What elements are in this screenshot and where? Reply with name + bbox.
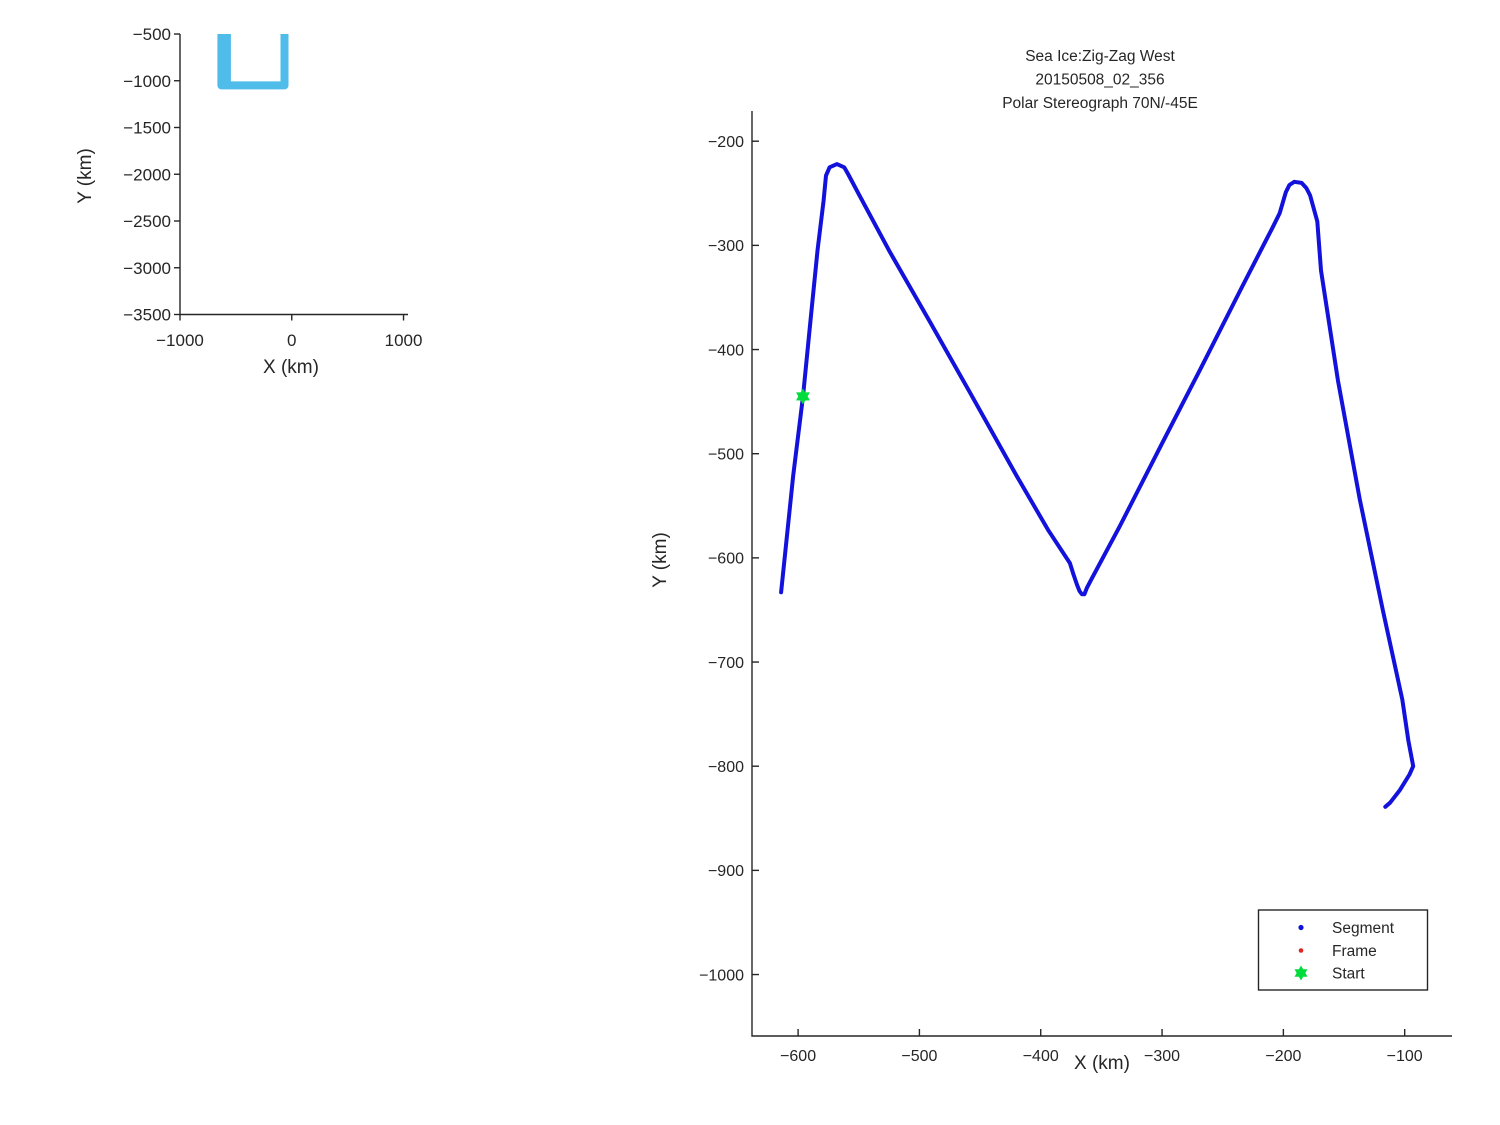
main-axes: −200 −300 −400 −500 −600 −700 −800 −900 −1000 −60… xyxy=(699,111,1452,1065)
y-tick-label: −3000 xyxy=(123,259,171,278)
y-tick-label: −2000 xyxy=(123,165,171,184)
legend-box xyxy=(1257,909,1429,991)
legend: Segment Frame Start xyxy=(1257,909,1429,991)
overview-flight-track xyxy=(217,34,289,90)
main-title-line-1: Sea Ice:Zig-Zag West xyxy=(1025,48,1175,65)
y-tick-label: −1000 xyxy=(699,967,744,984)
main-title-line-2: 20150508_02_356 xyxy=(1035,72,1164,89)
x-tick-label: −400 xyxy=(1023,1048,1059,1065)
y-tick-label: −600 xyxy=(708,551,744,568)
overview-x-axis-label: X (km) xyxy=(263,357,319,378)
series-layer xyxy=(217,34,1416,809)
legend-marker-segment-icon xyxy=(1298,924,1304,931)
legend-marker-start-icon xyxy=(1294,965,1308,981)
overview-spines xyxy=(179,34,408,316)
legend-label-start: Start xyxy=(1332,966,1365,983)
start-marker-icon xyxy=(796,388,810,405)
y-tick-label: −1500 xyxy=(123,119,171,138)
legend-marker-frame-icon xyxy=(1298,948,1304,953)
y-tick-label: −800 xyxy=(708,759,744,776)
overlay-layer: Sea Ice:Zig-Zag West 20150508_02_356 Pol… xyxy=(75,48,1429,1074)
y-tick-label: −200 xyxy=(708,134,744,151)
x-tick-label: −200 xyxy=(1265,1048,1301,1065)
axes-layer: −500 −1000 −1500 −2000 −2500 −3000 −3500 −1000 0… xyxy=(123,25,1452,1065)
main-spines xyxy=(751,111,1452,1037)
x-tick-label: −500 xyxy=(901,1048,937,1065)
legend-label-frame: Frame xyxy=(1332,943,1377,960)
overview-y-axis-label: Y (km) xyxy=(75,148,96,204)
y-tick-label: −900 xyxy=(708,863,744,880)
x-tick-label: −100 xyxy=(1387,1048,1423,1065)
overview-axes: −500 −1000 −1500 −2000 −2500 −3000 −3500 −1000 0… xyxy=(123,25,422,350)
main-y-axis-label: Y (km) xyxy=(650,532,671,588)
y-tick-label: −700 xyxy=(708,655,744,672)
y-tick-label: −3500 xyxy=(123,306,171,325)
y-tick-label: −500 xyxy=(708,446,744,463)
y-tick-label: −1000 xyxy=(123,72,171,91)
legend-start-hexagram-icon xyxy=(1294,965,1308,981)
x-tick-label: −300 xyxy=(1144,1048,1180,1065)
y-tick-label: −500 xyxy=(133,25,171,44)
x-tick-label: 0 xyxy=(287,331,296,350)
y-tick-label: −400 xyxy=(708,342,744,359)
y-tick-label: −300 xyxy=(708,238,744,255)
x-tick-label: 1000 xyxy=(385,331,423,350)
y-tick-label: −2500 xyxy=(123,212,171,231)
segment-track xyxy=(779,162,1416,809)
x-tick-label: −600 xyxy=(780,1048,816,1065)
x-tick-label: −1000 xyxy=(156,331,204,350)
legend-label-segment: Segment xyxy=(1332,920,1395,937)
main-x-axis-label: X (km) xyxy=(1074,1053,1130,1074)
main-title-line-3: Polar Stereograph 70N/-45E xyxy=(1002,95,1198,112)
